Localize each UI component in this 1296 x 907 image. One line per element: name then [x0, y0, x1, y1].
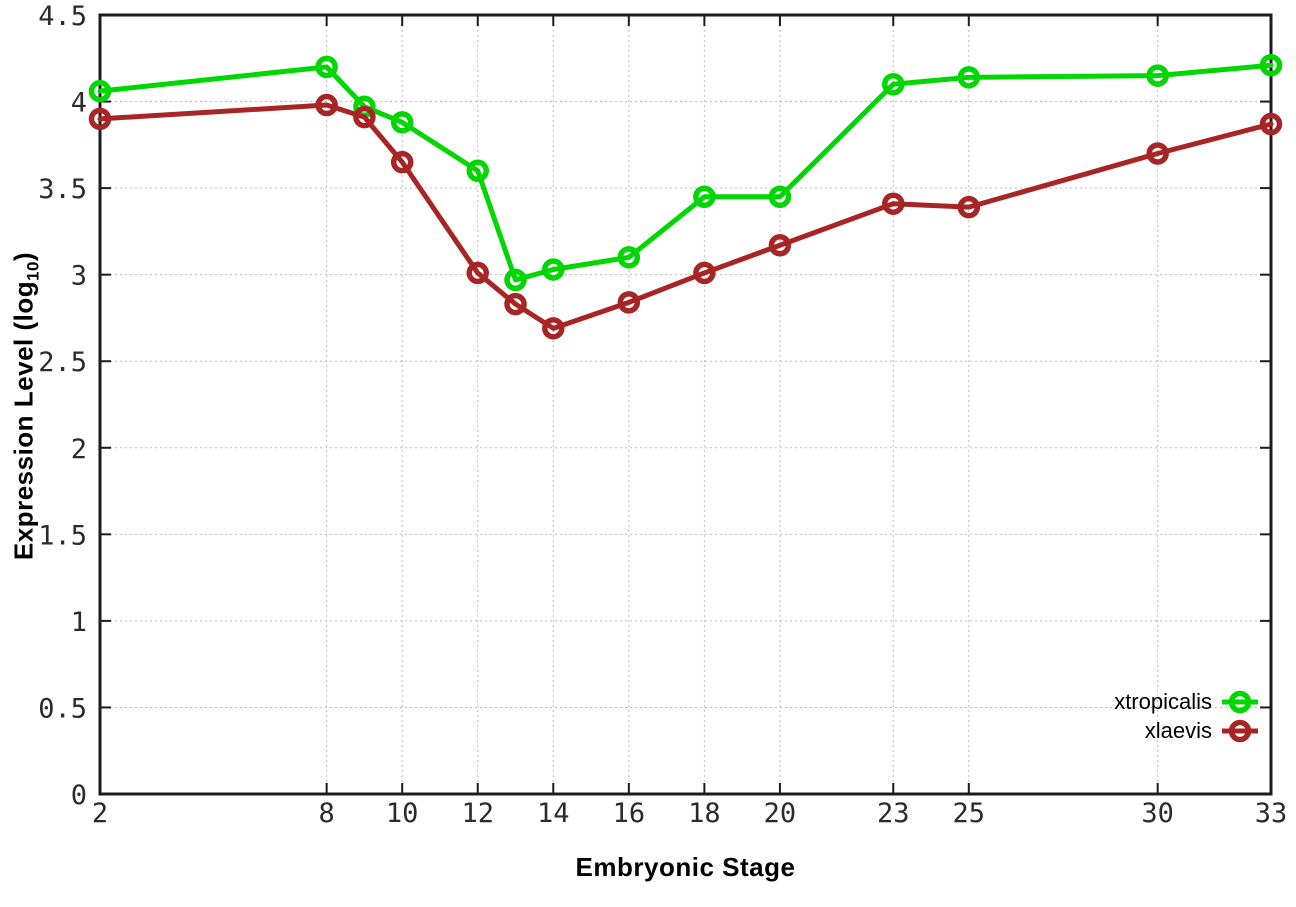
legend-item-xlaevis: xlaevis: [1114, 716, 1259, 745]
y-tick-label: 2: [71, 434, 87, 465]
data-point-xlaevis: [504, 292, 527, 316]
y-tick-label: 4.5: [38, 1, 87, 32]
legend-marker-icon: [1222, 719, 1258, 742]
x-tick-label: 8: [319, 798, 335, 829]
x-tick-label: 12: [461, 798, 494, 829]
y-axis-title-subscript: 10: [23, 261, 43, 281]
x-tick-label: 30: [1141, 798, 1174, 829]
data-point-xtropicalis: [466, 159, 489, 183]
x-tick-label: 10: [386, 798, 419, 829]
data-point-xlaevis: [617, 291, 641, 314]
data-point-xtropicalis: [315, 55, 338, 79]
data-point-xlaevis: [315, 93, 338, 117]
data-point-xlaevis: [768, 233, 792, 257]
data-point-xtropicalis: [957, 66, 981, 89]
data-point-xlaevis: [542, 317, 565, 340]
plot-border: [98, 13, 1273, 796]
x-tick-label: 14: [537, 798, 570, 829]
y-axis-title: Expression Level (log10): [8, 252, 43, 560]
legend-marker-icon: [1222, 690, 1258, 713]
data-point-xtropicalis: [390, 111, 414, 134]
legend: xtropicalis xlaevis: [1114, 687, 1259, 745]
data-point-xtropicalis: [1146, 64, 1169, 87]
x-tick-label: 33: [1255, 798, 1288, 829]
data-point-xlaevis: [693, 261, 716, 285]
x-tick-label: 2: [92, 798, 108, 829]
data-point-xtropicalis: [768, 185, 792, 209]
y-tick-label: 0: [71, 780, 87, 811]
x-tick-label: 16: [613, 798, 646, 829]
y-axis-title-close: ): [8, 251, 39, 262]
y-tick-label: 3.5: [38, 174, 87, 205]
y-tick-label: 1.5: [38, 520, 87, 551]
x-tick-label: 23: [877, 798, 910, 829]
x-tick-label: 18: [688, 798, 721, 829]
y-tick-label: 1: [71, 607, 87, 638]
data-point-xlaevis: [466, 261, 489, 285]
data-point-xlaevis: [1146, 142, 1169, 165]
data-point-xtropicalis: [1259, 53, 1283, 77]
data-point-xtropicalis: [617, 246, 641, 269]
series-line-xlaevis: [97, 102, 1274, 331]
data-point-xtropicalis: [882, 72, 905, 96]
y-axis-title-text: Expression Level (log: [8, 280, 39, 561]
legend-sample-point: [1228, 719, 1252, 742]
x-axis-title: Embryonic Stage: [575, 852, 796, 882]
data-point-xtropicalis: [504, 268, 527, 292]
data-point-xtropicalis: [542, 258, 565, 281]
legend-sample-point: [1228, 690, 1252, 713]
y-tick-label: 0.5: [38, 693, 87, 724]
data-point-xlaevis: [882, 192, 905, 215]
data-point-xlaevis: [88, 107, 112, 131]
data-point-xlaevis: [353, 105, 376, 129]
legend-item-xtropicalis: xtropicalis: [1114, 687, 1259, 716]
y-tick-label: 3: [71, 261, 87, 292]
legend-label-xtropicalis: xtropicalis: [1114, 688, 1212, 714]
legend-label-xlaevis: xlaevis: [1144, 717, 1212, 743]
x-tick-label: 20: [764, 798, 797, 829]
data-point-xtropicalis: [88, 79, 112, 103]
data-point-xlaevis: [390, 150, 414, 174]
y-tick-label: 4: [71, 88, 87, 119]
y-tick-label: 2.5: [38, 347, 87, 378]
data-point-xlaevis: [957, 195, 981, 219]
data-point-xlaevis: [1259, 112, 1283, 136]
data-point-xtropicalis: [693, 185, 716, 209]
x-tick-label: 25: [953, 798, 986, 829]
